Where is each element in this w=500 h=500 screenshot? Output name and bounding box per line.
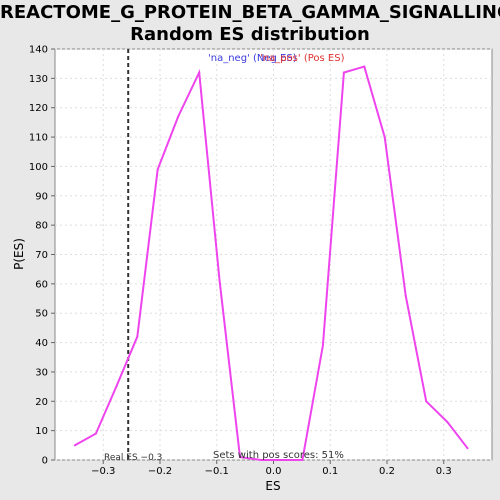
y-tick-label: 0 xyxy=(42,456,48,467)
data-point xyxy=(94,432,97,435)
y-tick-label: 90 xyxy=(35,191,48,202)
chart-title-line2: Random ES distribution xyxy=(130,24,370,45)
data-point xyxy=(260,459,263,461)
y-tick-label: 30 xyxy=(35,367,48,378)
legend-neg-entry: 'na_neg' (Neg ES) xyxy=(208,53,297,64)
y-tick-label: 110 xyxy=(29,133,48,144)
y-axis: 0 10 20 30 40 50 60 70 80 90 100 110 120 130 140 xyxy=(29,45,55,467)
legend-pos-entry: 'na_pos' (Pos ES) xyxy=(260,53,345,64)
x-tick-label: 0.0 xyxy=(266,466,282,477)
chart-title-line1: REACTOME_G_PROTEIN_BETA_GAMMA_SIGNALLING… xyxy=(0,2,500,23)
y-tick-label: 10 xyxy=(35,426,48,437)
data-point xyxy=(73,444,76,447)
data-point xyxy=(321,344,324,347)
data-point xyxy=(425,400,428,403)
x-tick-label: 0.1 xyxy=(322,466,338,477)
series-line-es-distribution xyxy=(74,65,469,461)
y-tick-label: 140 xyxy=(29,45,48,56)
y-tick-label: 50 xyxy=(35,309,48,320)
data-point xyxy=(301,459,304,461)
x-tick-label: 0.3 xyxy=(436,466,452,477)
x-tick-label: −0.1 xyxy=(205,466,229,477)
data-point xyxy=(115,385,118,388)
y-tick-label: 130 xyxy=(29,74,48,85)
data-point xyxy=(280,459,283,461)
y-tick-label: 70 xyxy=(35,250,48,261)
data-point xyxy=(198,71,201,74)
y-tick-label: 80 xyxy=(35,221,48,232)
y-tick-label: 40 xyxy=(35,338,48,349)
x-axis: −0.3 −0.2 −0.1 0.0 0.1 0.2 0.3 xyxy=(91,460,452,477)
data-point xyxy=(446,420,449,423)
x-axis-label: ES xyxy=(265,479,280,493)
data-point xyxy=(177,115,180,118)
data-point xyxy=(363,65,366,68)
y-tick-label: 120 xyxy=(29,103,48,114)
data-point xyxy=(218,279,221,282)
data-point xyxy=(136,335,139,338)
pos-scores-label: Sets with pos scores: 51% xyxy=(213,450,344,461)
data-point xyxy=(342,71,345,74)
data-point xyxy=(239,456,242,459)
data-point xyxy=(466,447,469,450)
x-tick-label: −0.3 xyxy=(91,466,115,477)
x-tick-label: −0.2 xyxy=(148,466,172,477)
real-es-label: Real ES −0.3 xyxy=(104,453,162,463)
data-point xyxy=(383,136,386,139)
y-tick-label: 20 xyxy=(35,397,48,408)
data-point xyxy=(156,168,159,171)
y-tick-label: 60 xyxy=(35,279,48,290)
y-tick-label: 100 xyxy=(29,162,48,173)
series-points xyxy=(73,65,469,461)
data-point xyxy=(404,294,407,297)
x-tick-label: 0.2 xyxy=(379,466,395,477)
y-axis-label: P(ES) xyxy=(12,238,26,270)
